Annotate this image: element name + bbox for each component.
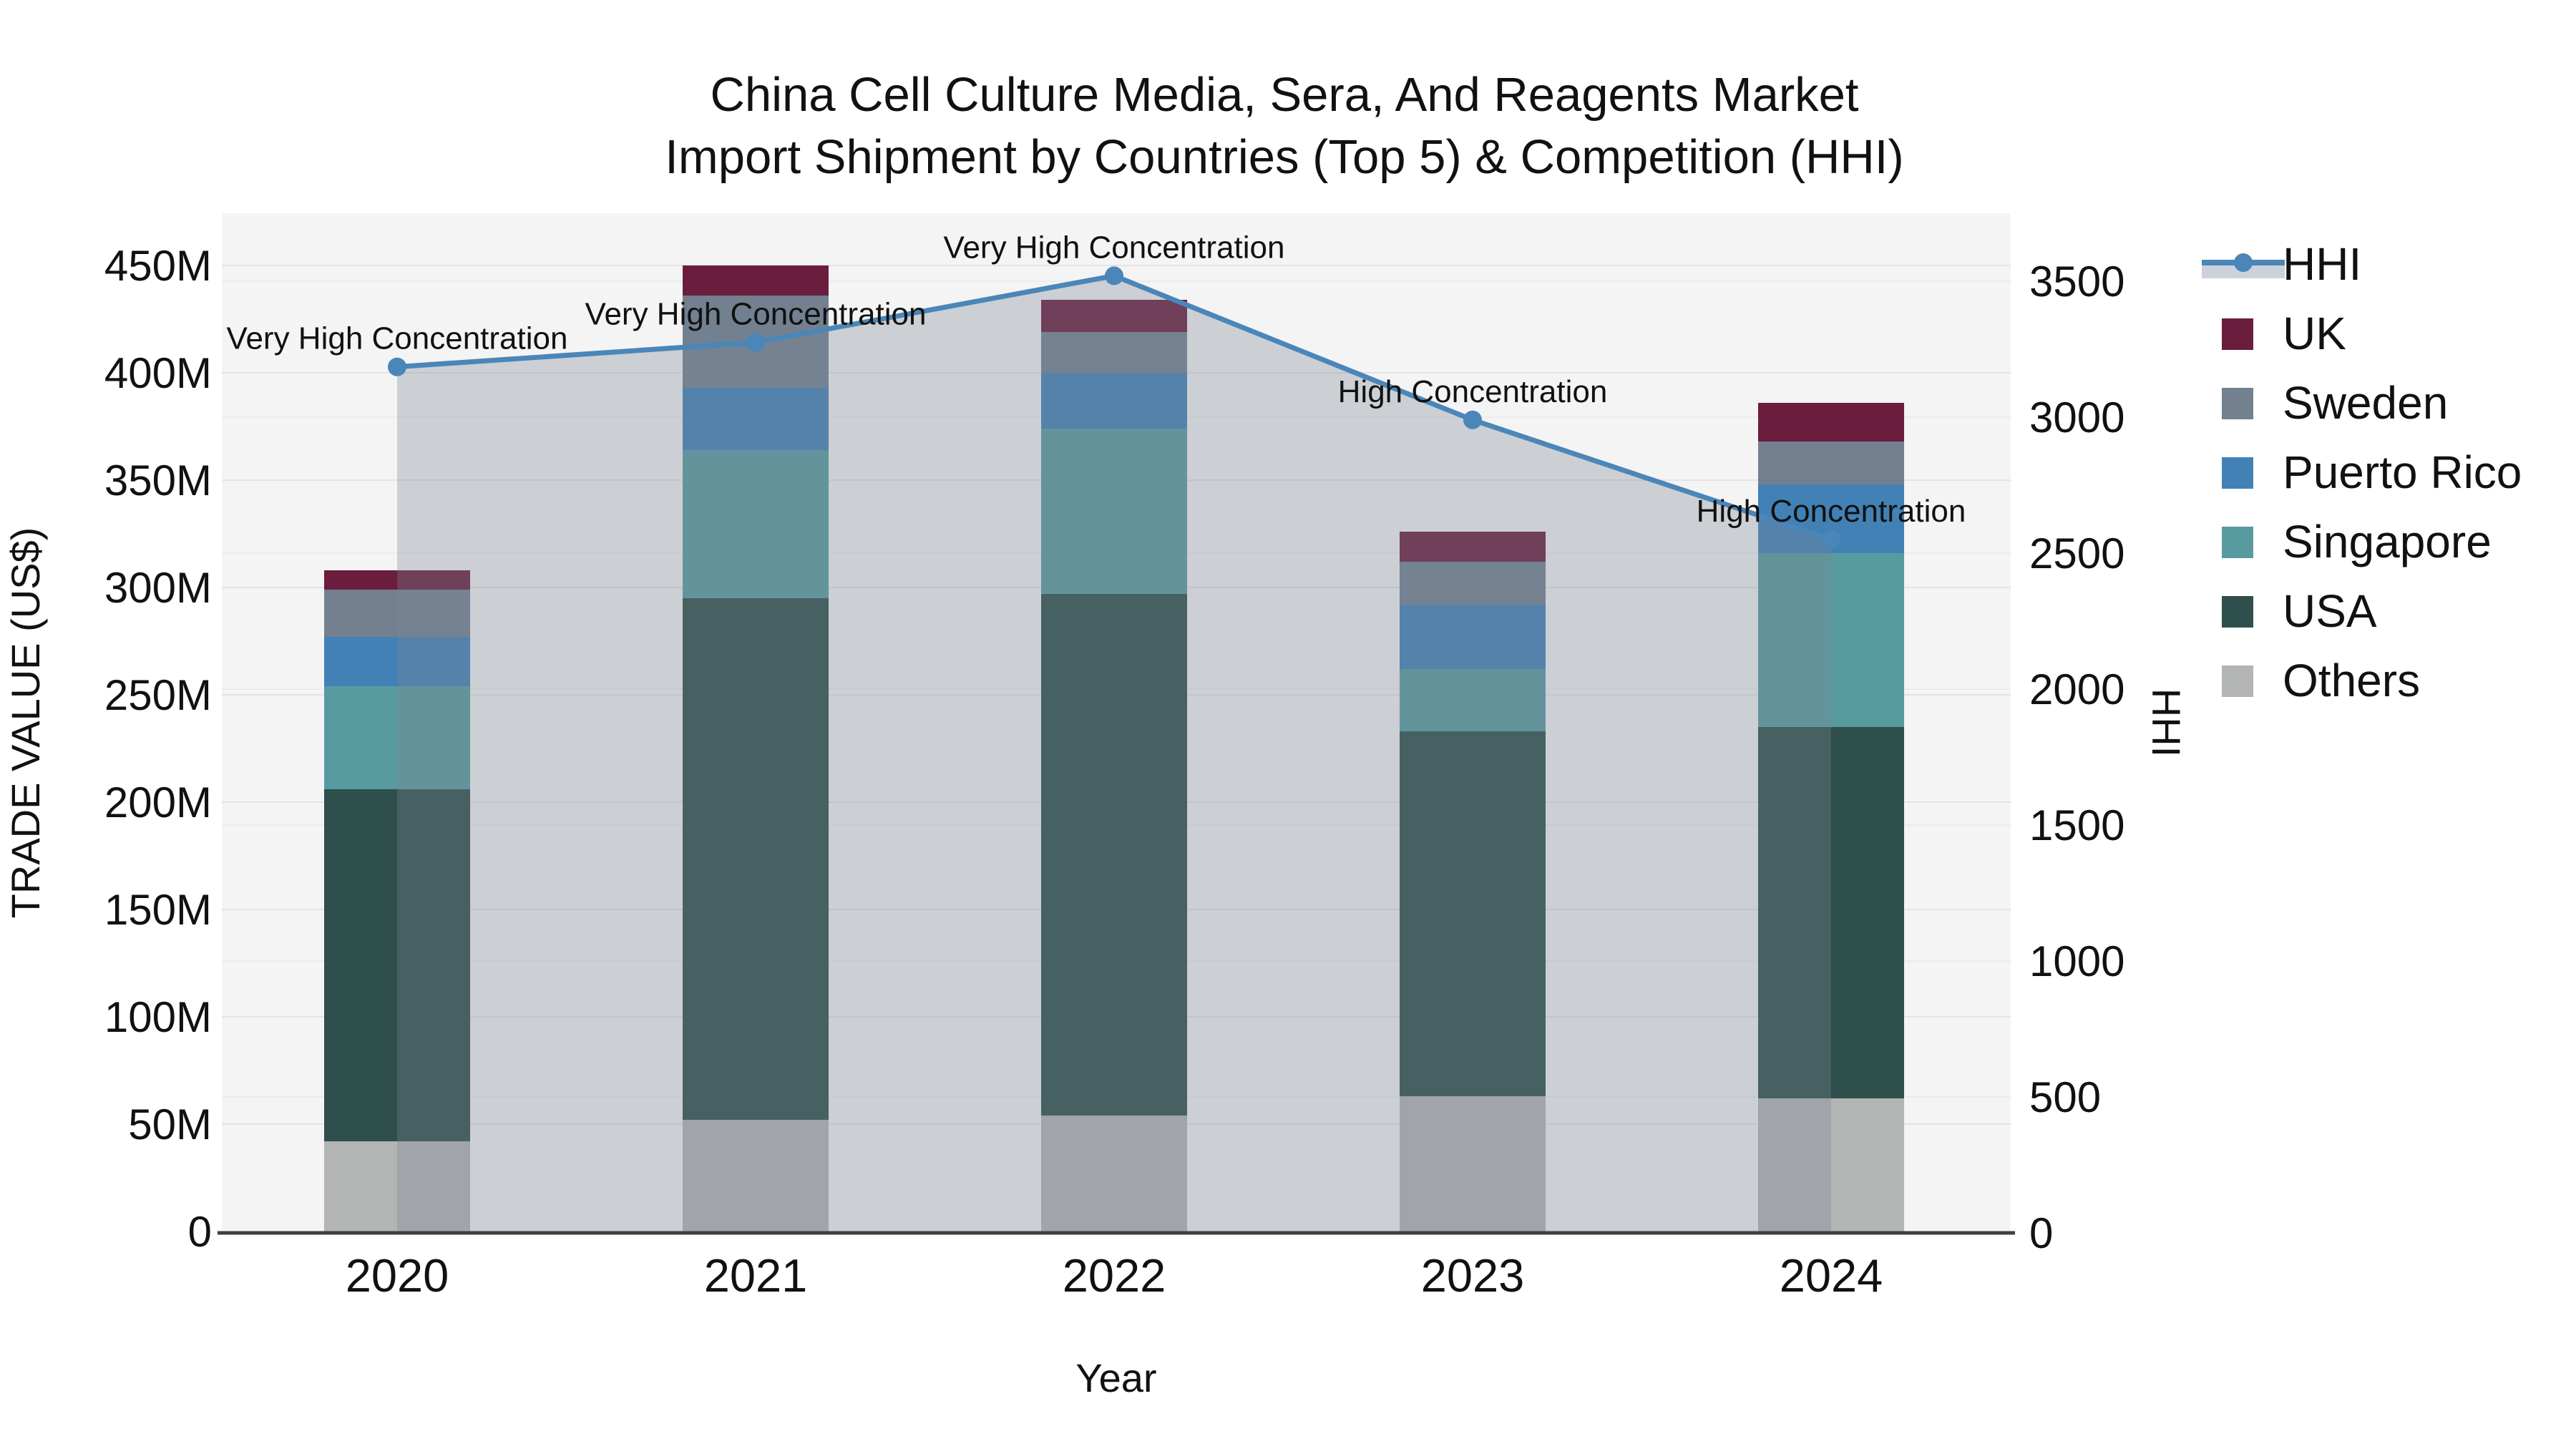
bar-segment-sweden-2022[interactable] (1041, 332, 1187, 373)
bar-segment-sweden-2020[interactable] (324, 590, 470, 637)
bar-segment-uk-2021[interactable] (683, 265, 829, 296)
left-y-axis-title: TRADE VALUE (US$) (3, 527, 48, 919)
legend-label-others: Others (2283, 655, 2420, 706)
legend-swatch-usa (2222, 596, 2253, 628)
hhi-dot-2020[interactable] (388, 357, 406, 376)
bar-segment-puerto-rico-2023[interactable] (1400, 605, 1546, 669)
bar-segment-uk-2024[interactable] (1758, 403, 1904, 441)
bar-segment-puerto-rico-2020[interactable] (324, 637, 470, 686)
hhi-line-layer (388, 266, 1840, 549)
right-tick-3500: 3500 (2029, 258, 2124, 306)
annotation-2021: Very High Concentration (585, 297, 927, 332)
x-axis-title: Year (1075, 1355, 1156, 1400)
legend-swatch-puerto-rico (2222, 457, 2253, 489)
bar-segment-puerto-rico-2021[interactable] (683, 388, 829, 450)
left-tick-150M: 150M (104, 886, 212, 934)
bar-segment-puerto-rico-2022[interactable] (1041, 373, 1187, 429)
bar-segment-singapore-2024[interactable] (1758, 553, 1904, 727)
annotation-2023: High Concentration (1338, 374, 1608, 409)
bar-segment-sweden-2023[interactable] (1400, 562, 1546, 605)
bar-segment-usa-2020[interactable] (324, 789, 470, 1141)
x-tick-2024: 2024 (1780, 1249, 1883, 1302)
legend-swatch-singapore (2222, 527, 2253, 558)
hhi-area (397, 275, 1831, 1231)
left-tick-250M: 250M (104, 671, 212, 719)
bar-segment-uk-2020[interactable] (324, 570, 470, 590)
legend-swatch-others (2222, 665, 2253, 697)
annotation-2024: High Concentration (1697, 494, 1966, 529)
right-tick-0: 0 (2029, 1209, 2053, 1257)
x-tick-2021: 2021 (704, 1249, 808, 1302)
left-tick-50M: 50M (128, 1101, 212, 1148)
bar-segment-sweden-2024[interactable] (1758, 441, 1904, 484)
legend-label-hhi: HHI (2283, 238, 2361, 290)
x-tick-2020: 2020 (346, 1249, 449, 1302)
bar-segment-singapore-2021[interactable] (683, 450, 829, 598)
legend-label-puerto-rico: Puerto Rico (2283, 447, 2522, 498)
x-tick-2022: 2022 (1063, 1249, 1166, 1302)
bar-segment-singapore-2023[interactable] (1400, 669, 1546, 731)
legend-hhi-marker-icon (2234, 253, 2253, 272)
annotation-2022: Very High Concentration (944, 230, 1285, 265)
legend-label-usa: USA (2283, 585, 2377, 637)
left-tick-350M: 350M (104, 457, 212, 504)
legend-item-hhi[interactable]: HHI (2202, 238, 2361, 290)
legend-label-singapore: Singapore (2283, 516, 2492, 567)
hhi-area-fill (397, 275, 1831, 1231)
annotations: Very High Concentration Very High Concent… (227, 230, 1966, 529)
bar-segment-singapore-2022[interactable] (1041, 429, 1187, 594)
bar-segment-usa-2023[interactable] (1400, 731, 1546, 1096)
right-tick-1000: 1000 (2029, 937, 2124, 985)
legend: HHI UK Sweden Puerto Rico Singapore USA Others (2202, 238, 2522, 706)
bar-segment-usa-2022[interactable] (1041, 594, 1187, 1116)
chart-title-line1: China Cell Culture Media, Sera, And Reag… (710, 68, 1858, 122)
bar-segment-others-2021[interactable] (683, 1120, 829, 1231)
right-tick-500: 500 (2029, 1073, 2101, 1121)
legend-item-singapore[interactable]: Singapore (2222, 516, 2492, 567)
right-tick-2000: 2000 (2029, 665, 2124, 713)
right-tick-3000: 3000 (2029, 394, 2124, 441)
legend-item-usa[interactable]: USA (2222, 585, 2377, 637)
legend-label-sweden: Sweden (2283, 377, 2448, 429)
legend-item-uk[interactable]: UK (2222, 308, 2346, 359)
chart-title-line2: Import Shipment by Countries (Top 5) & C… (665, 130, 1903, 184)
left-tick-100M: 100M (104, 993, 212, 1041)
stacked-bars (324, 265, 1904, 1231)
bar-segment-uk-2023[interactable] (1400, 532, 1546, 562)
left-tick-200M: 200M (104, 779, 212, 826)
legend-item-puerto-rico[interactable]: Puerto Rico (2222, 447, 2522, 498)
right-y-axis-title: HHI (2144, 688, 2189, 757)
right-tick-1500: 1500 (2029, 801, 2124, 849)
left-tick-400M: 400M (104, 349, 212, 397)
bar-segment-others-2023[interactable] (1400, 1096, 1546, 1231)
left-tick-300M: 300M (104, 564, 212, 612)
tick-labels: 0 50M 100M 150M 200M 250M 300M 350M 400M 450M 0 500… (104, 242, 2125, 1302)
hhi-dot-2022[interactable] (1105, 266, 1123, 286)
hhi-dot-2023[interactable] (1463, 410, 1482, 429)
legend-swatch-sweden (2222, 388, 2253, 419)
left-tick-0: 0 (188, 1208, 212, 1256)
annotation-2020: Very High Concentration (227, 321, 568, 356)
bar-segment-usa-2021[interactable] (683, 598, 829, 1120)
legend-item-sweden[interactable]: Sweden (2222, 377, 2448, 429)
bar-segment-others-2022[interactable] (1041, 1116, 1187, 1231)
bar-segment-others-2024[interactable] (1758, 1098, 1904, 1231)
bar-segment-singapore-2020[interactable] (324, 686, 470, 789)
x-tick-2023: 2023 (1421, 1249, 1525, 1302)
legend-item-others[interactable]: Others (2222, 655, 2420, 706)
legend-swatch-uk (2222, 318, 2253, 350)
legend-label-uk: UK (2283, 308, 2346, 359)
bar-segment-uk-2022[interactable] (1041, 300, 1187, 332)
bar-segment-usa-2024[interactable] (1758, 727, 1904, 1098)
right-tick-2500: 2500 (2029, 530, 2124, 577)
bar-segment-others-2020[interactable] (324, 1141, 470, 1231)
hhi-dot-2021[interactable] (746, 333, 765, 352)
left-tick-450M: 450M (104, 242, 212, 290)
hhi-dot-2024[interactable] (1822, 530, 1840, 549)
